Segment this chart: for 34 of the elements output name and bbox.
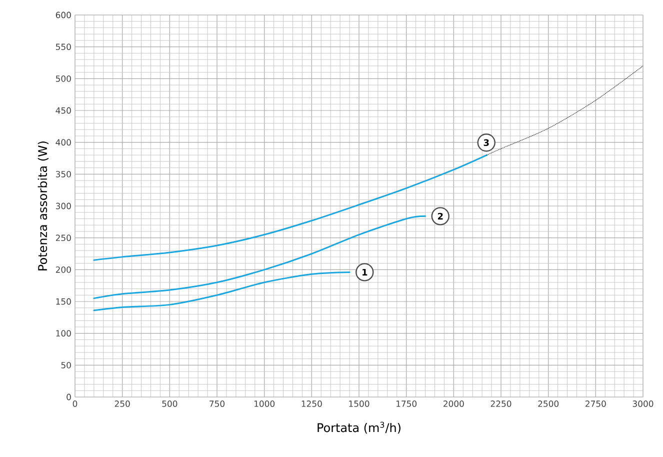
line-series <box>93 154 488 261</box>
x-tick-label: 2750 <box>586 400 606 407</box>
x-tick-label: 0 <box>72 400 78 407</box>
y-tick-label: 100 <box>56 330 71 337</box>
y-tick-label: 500 <box>56 75 71 82</box>
y-axis-title: Potenza assorbita (W) <box>38 142 48 270</box>
x-tick-label: 2500 <box>538 400 559 407</box>
x-tick-label: 250 <box>114 400 130 407</box>
y-tick-label: 250 <box>56 234 71 242</box>
series-label: 3 <box>484 139 489 146</box>
x-tick-label: 1250 <box>302 400 322 407</box>
y-tick-label: 300 <box>56 202 71 210</box>
x-tick-label: 3000 <box>632 400 654 407</box>
x-tick-label: 2250 <box>490 400 512 407</box>
y-tick-label: 550 <box>56 44 71 50</box>
y-tick-label: 600 <box>56 12 71 18</box>
y-tick-label: 400 <box>56 139 71 146</box>
y-tick-label: 200 <box>56 266 71 273</box>
x-tick-label: 500 <box>162 400 178 407</box>
line-series <box>93 271 350 312</box>
y-tick-label: 450 <box>56 107 71 114</box>
y-tick-label: 150 <box>56 298 71 305</box>
y-tick-label: 350 <box>56 170 71 178</box>
x-tick-label: 1500 <box>349 400 370 407</box>
y-tick-label: 50 <box>61 362 71 368</box>
x-axis-title: Portata (m$^{3}$/h) <box>318 422 400 434</box>
series-label: 1 <box>362 268 368 276</box>
x-tick-label: 1750 <box>396 400 417 407</box>
x-tick-label: 1000 <box>254 400 275 407</box>
series-label: 2 <box>438 212 443 220</box>
line-series <box>93 215 426 300</box>
x-tick-label: 750 <box>210 400 225 407</box>
x-tick-label: 2000 <box>444 400 464 407</box>
y-tick-label: 0 <box>66 394 71 400</box>
